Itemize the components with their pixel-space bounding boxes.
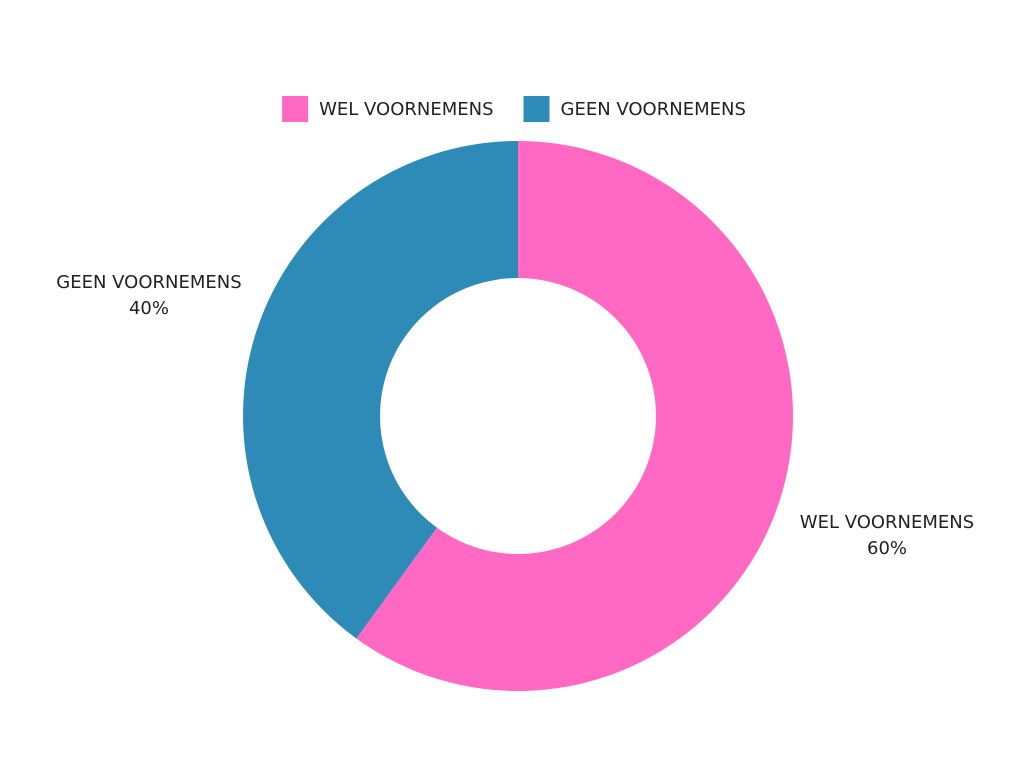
legend-swatch bbox=[523, 96, 550, 122]
slice-value-label: 60% bbox=[867, 538, 907, 559]
donut-slice bbox=[356, 141, 794, 692]
slice-label: GEEN VOORNEMENS bbox=[56, 272, 241, 293]
legend-label: GEEN VOORNEMENS bbox=[561, 99, 746, 120]
slice-label: WEL VOORNEMENS bbox=[800, 512, 974, 533]
legend-label: WEL VOORNEMENS bbox=[319, 99, 493, 120]
donut-slice bbox=[243, 141, 518, 639]
legend-swatch bbox=[282, 96, 309, 122]
slice-value-label: 40% bbox=[129, 298, 169, 319]
